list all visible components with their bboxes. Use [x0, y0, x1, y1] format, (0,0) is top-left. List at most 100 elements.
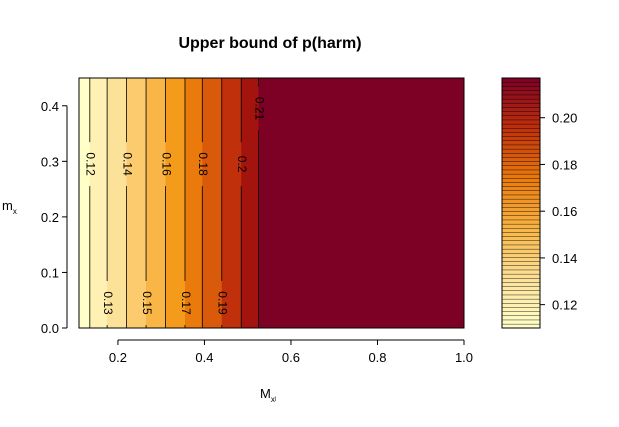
colorbar-level [501, 136, 541, 141]
x-tick-label: 0.6 [282, 350, 300, 365]
x-tick-label: 0.2 [109, 350, 127, 365]
colorbar-level [501, 152, 541, 158]
plot-frame [78, 77, 465, 329]
chart-title: Upper bound of p(harm) [178, 35, 361, 52]
colorbar-level [501, 102, 541, 108]
colorbar-level [501, 265, 541, 271]
colorbar-level [501, 269, 541, 275]
y-axis-label-sub: x [13, 207, 17, 216]
y-tick-label: 0.1 [41, 265, 59, 280]
x-axis-label-sub: xʲ [271, 395, 276, 404]
colorbar-level [501, 86, 541, 92]
colorbar: 0.12 0.14 0.16 0.18 0.20 [501, 77, 577, 329]
colorbar-level [501, 256, 541, 262]
contour-band [184, 78, 203, 328]
colorbar-level [501, 148, 541, 154]
contour-band [146, 78, 167, 328]
y-tick-label: 0.0 [41, 321, 59, 336]
contour-band [165, 78, 186, 328]
colorbar-level [501, 273, 541, 279]
contour-band [89, 78, 108, 328]
colorbar-level [501, 98, 541, 104]
colorbar-level [501, 81, 541, 87]
colorbar-level [501, 181, 541, 187]
y-tick-label: 0.3 [41, 154, 59, 169]
colorbar-level [501, 202, 541, 208]
colorbar-level [501, 236, 541, 241]
colorbar-level [501, 111, 541, 117]
colorbar-level [501, 294, 541, 300]
y-tick-label: 0.2 [41, 210, 59, 225]
contour-band [126, 78, 147, 328]
colorbar-level [501, 306, 541, 312]
colorbar-level [501, 177, 541, 183]
colorbar-level [501, 206, 541, 212]
contour-label: 0.2 [235, 156, 249, 173]
x-axis-label: Mxʲ [260, 386, 276, 404]
colorbar-level [501, 123, 541, 129]
colorbar-level [501, 144, 541, 150]
colorbar-level [501, 290, 541, 296]
colorbar-level [501, 252, 541, 258]
colorbar-level [501, 281, 541, 287]
x-tick-label: 0.8 [368, 350, 386, 365]
colorbar-tick-label: 0.20 [552, 111, 577, 126]
colorbar-level [501, 261, 541, 267]
contour-band [107, 78, 128, 328]
colorbar-level [501, 319, 541, 325]
x-tick-label: 0.4 [195, 350, 213, 365]
contour-band [241, 78, 260, 328]
colorbar-level [501, 77, 541, 83]
contour-label: 0.19 [216, 291, 230, 315]
x-tick-label: 1.0 [455, 350, 473, 365]
colorbar-level [501, 186, 541, 191]
contour-band [221, 78, 242, 328]
y-axis-label: mx [2, 198, 17, 216]
contour-label: 0.14 [120, 152, 134, 176]
contour-label: 0.13 [101, 291, 115, 315]
colorbar-tick-label: 0.14 [552, 251, 577, 266]
colorbar-level [501, 90, 541, 96]
colorbar-level [501, 286, 541, 292]
colorbar-level [501, 94, 541, 100]
colorbar-tick-label: 0.18 [552, 157, 577, 172]
colorbar-level [501, 223, 541, 229]
colorbar-level [501, 131, 541, 137]
plot-area: 0.12 0.13 0.14 0.15 0.16 0.17 0.18 0.19 0.2 0.21 0… [41, 77, 473, 365]
colorbar-level [501, 215, 541, 221]
contour-label: 0.21 [252, 97, 266, 121]
colorbar-level [501, 211, 541, 216]
colorbar-level [501, 244, 541, 250]
x-axis-label-main: M [260, 386, 271, 401]
colorbar-tick-label: 0.16 [552, 204, 577, 219]
colorbar-frame [501, 77, 541, 329]
contour-band [258, 78, 465, 328]
colorbar-level [501, 198, 541, 204]
colorbar-level [501, 127, 541, 133]
colorbar-level [501, 165, 541, 171]
contour-band [79, 78, 91, 328]
colorbar-level [501, 248, 541, 254]
colorbar-level [501, 119, 541, 125]
colorbar-level [501, 140, 541, 146]
y-axis-label-main: m [2, 198, 13, 213]
colorbar-level [501, 161, 541, 166]
contour-label: 0.16 [159, 152, 173, 176]
contour-band [202, 78, 223, 328]
colorbar-level [501, 173, 541, 179]
y-tick-label: 0.4 [41, 99, 59, 114]
colorbar-level [501, 240, 541, 246]
contour-label: 0.18 [196, 152, 210, 176]
contour-label: 0.17 [179, 291, 193, 315]
colorbar-level [501, 194, 541, 200]
colorbar-level [501, 190, 541, 196]
colorbar-level [501, 227, 541, 233]
colorbar-level [501, 231, 541, 237]
colorbar-level [501, 156, 541, 162]
colorbar-level [501, 311, 541, 317]
colorbar-level [501, 219, 541, 225]
contour-label: 0.15 [140, 291, 154, 315]
colorbar-level [501, 115, 541, 121]
colorbar-level [501, 277, 541, 283]
